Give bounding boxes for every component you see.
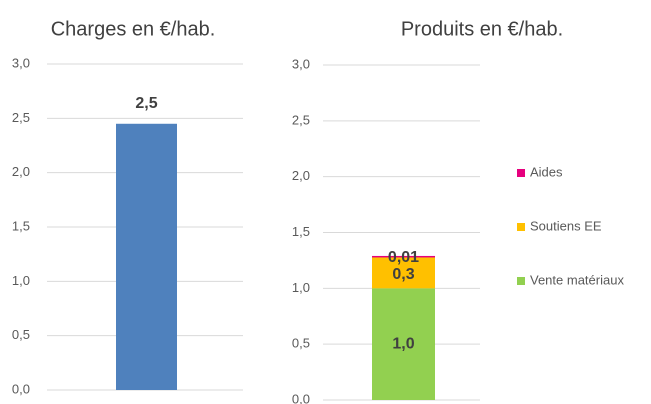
legend-label: Soutiens EE (530, 218, 602, 233)
legend-swatch (517, 169, 525, 177)
y-tick-label: 3,0 (12, 55, 30, 70)
y-tick-label: 2,0 (12, 164, 30, 179)
chart-title: Produits en €/hab. (401, 18, 563, 40)
y-tick-label: 3,0 (292, 56, 310, 71)
y-tick-label: 2,0 (292, 168, 310, 183)
y-tick-label: 2,5 (12, 110, 30, 125)
y-tick-label: 1,0 (12, 273, 30, 288)
legend-swatch (517, 277, 525, 285)
legend-label: Vente matériaux (530, 272, 624, 287)
bar-segment (372, 257, 435, 289)
y-tick-label: 0,0 (292, 391, 310, 404)
y-tick-label: 1,5 (292, 224, 310, 239)
y-tick-label: 2,5 (292, 112, 310, 127)
y-tick-label: 0,5 (292, 336, 310, 351)
bar (116, 123, 177, 391)
y-tick-label: 0,5 (12, 327, 30, 342)
value-label: 1,0 (392, 335, 414, 352)
value-label: 0,01 (388, 249, 419, 266)
y-tick-label: 1,0 (292, 280, 310, 295)
value-label: 2,5 (135, 95, 157, 112)
value-label: 0,3 (392, 266, 414, 283)
bar-segment (372, 255, 435, 258)
legend-label: Aides (530, 164, 563, 179)
y-tick-label: 0,0 (12, 381, 30, 396)
chart-title: Charges en €/hab. (51, 18, 216, 40)
bar-segment (372, 288, 435, 400)
legend-swatch (517, 223, 525, 231)
y-tick-label: 1,5 (12, 218, 30, 233)
